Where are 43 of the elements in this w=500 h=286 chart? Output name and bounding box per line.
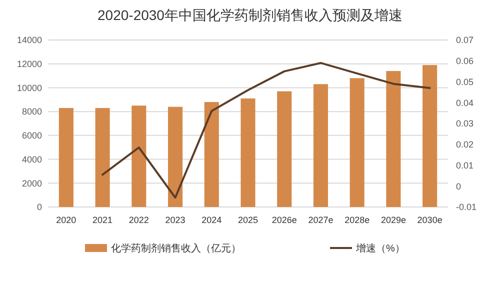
x-tick-label: 2025 bbox=[238, 215, 258, 225]
bar bbox=[168, 106, 183, 207]
y-tick-label: 4000 bbox=[22, 154, 42, 164]
bar bbox=[277, 91, 292, 207]
y2-tick-label: 0.04 bbox=[456, 98, 474, 108]
bar bbox=[422, 65, 438, 207]
legend-label: 增速（%） bbox=[355, 242, 405, 254]
bar bbox=[95, 108, 110, 207]
x-tick-label: 2026e bbox=[272, 215, 297, 225]
x-tick-label: 2022 bbox=[128, 215, 149, 225]
bar bbox=[350, 78, 364, 207]
y-tick-label: 0 bbox=[36, 202, 42, 212]
y2-tick-label: 0.01 bbox=[456, 160, 474, 170]
x-tick-label: 2027e bbox=[308, 215, 334, 225]
bar bbox=[58, 108, 74, 207]
legend-label: 化学药制剂销售收入（亿元） bbox=[111, 242, 241, 254]
bar bbox=[386, 71, 401, 207]
y2-tick-label: 0.05 bbox=[456, 76, 474, 87]
x-tick-label: 2029e bbox=[380, 215, 406, 225]
y2-tick-label: 0.07 bbox=[456, 35, 474, 46]
x-tick-label: 2030e bbox=[417, 215, 442, 225]
y-tick-label: 6000 bbox=[22, 130, 42, 141]
x-tick-label: 2020 bbox=[56, 215, 76, 225]
y2-tick-label: -0.01 bbox=[456, 202, 477, 212]
x-tick-label: 2024 bbox=[202, 215, 222, 225]
line-series bbox=[102, 62, 431, 199]
y-tick-label: 12000 bbox=[16, 59, 42, 70]
bar bbox=[204, 102, 219, 207]
y2-tick-label: 0 bbox=[456, 181, 462, 192]
bar bbox=[240, 98, 256, 207]
y-tick-label: 2000 bbox=[22, 178, 42, 188]
y-tick-label: 10000 bbox=[16, 82, 42, 93]
y-tick-label: 8000 bbox=[22, 106, 42, 117]
y2-tick-label: 0.03 bbox=[456, 118, 474, 129]
bar bbox=[313, 84, 328, 207]
y2-tick-label: 0.02 bbox=[456, 140, 474, 150]
x-tick-label: 2028e bbox=[344, 215, 370, 225]
chart-title: 2020-2030年中国化学药制剂销售收入预测及增速 bbox=[98, 7, 402, 23]
bar bbox=[132, 106, 146, 207]
y-tick-label: 14000 bbox=[16, 35, 42, 46]
x-tick-label: 2023 bbox=[165, 215, 186, 225]
x-tick-label: 2021 bbox=[92, 215, 113, 225]
y2-tick-label: 0.06 bbox=[456, 56, 474, 66]
